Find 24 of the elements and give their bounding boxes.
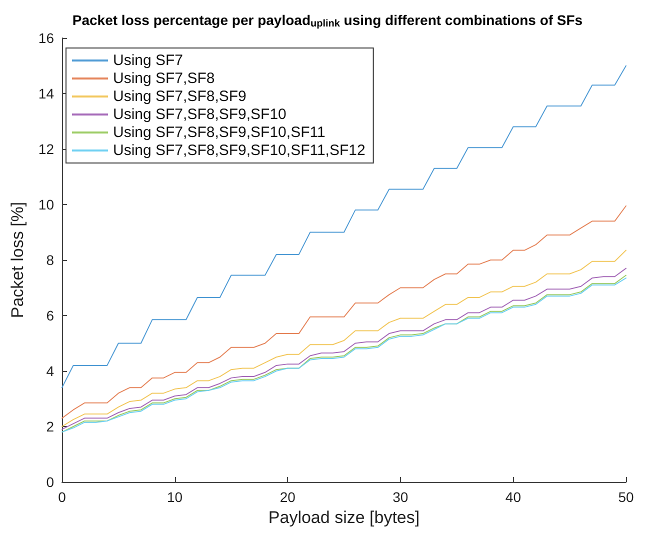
y-tick-label: 4 [46, 363, 54, 379]
legend-label: Using SF7,SF8,SF9,SF10,SF11,SF12 [113, 142, 366, 159]
x-tick-label: 10 [167, 489, 183, 505]
y-tick-label: 8 [46, 252, 54, 268]
y-tick-label: 6 [46, 308, 54, 324]
y-tick-label: 14 [38, 86, 54, 102]
y-tick-label: 12 [38, 141, 54, 157]
x-tick-label: 20 [280, 489, 296, 505]
y-tick-label: 2 [46, 418, 54, 434]
legend-label: Using SF7,SF8 [113, 70, 215, 87]
x-tick-label: 40 [505, 489, 522, 505]
y-tick-label: 16 [38, 30, 54, 46]
x-axis-title: Payload size [bytes] [268, 508, 420, 527]
legend-label: Using SF7,SF8,SF9 [113, 88, 246, 105]
y-tick-label: 0 [46, 474, 54, 490]
x-tick-label: 30 [392, 489, 408, 505]
legend-label: Using SF7 [113, 52, 184, 69]
y-tick-label: 10 [38, 196, 54, 212]
x-tick-label: 50 [618, 489, 634, 505]
y-axis-title: Packet loss [%] [8, 202, 27, 318]
line-series [62, 205, 626, 419]
x-tick-label: 0 [58, 489, 66, 505]
legend-label: Using SF7,SF8,SF9,SF10,SF11 [113, 124, 326, 141]
legend-label: Using SF7,SF8,SF9,SF10 [113, 106, 286, 123]
